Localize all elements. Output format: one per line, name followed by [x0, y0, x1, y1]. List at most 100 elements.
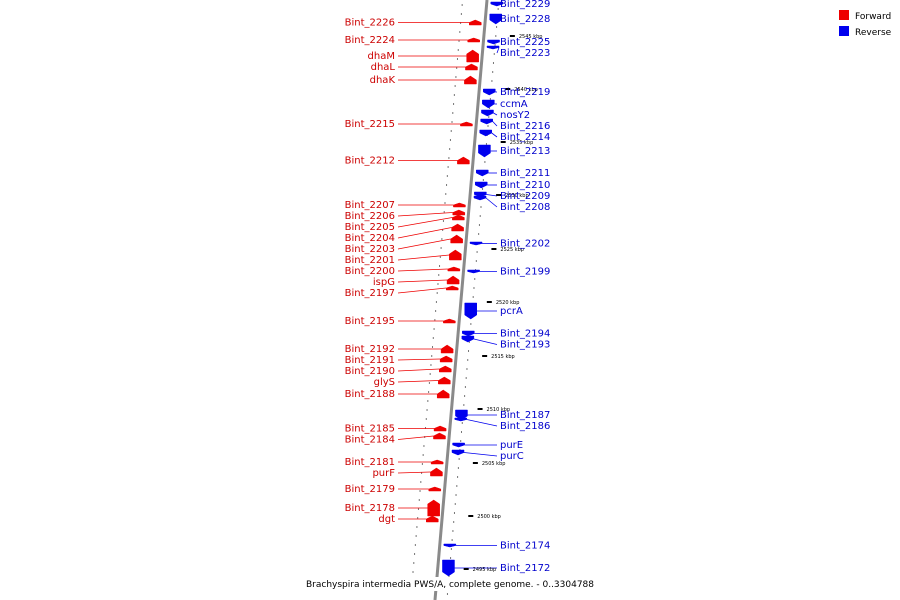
tick-dot	[414, 544, 416, 546]
tick-dot	[455, 494, 457, 496]
tick-dot	[451, 121, 453, 123]
forward-gene	[469, 19, 482, 26]
tick-dot	[456, 67, 458, 69]
tick-dot	[464, 386, 466, 388]
gene-label: Bint_2178	[345, 503, 395, 514]
tick-dot	[437, 283, 439, 285]
tick-dot	[461, 4, 463, 6]
tick-dot	[432, 346, 434, 348]
forward-gene	[466, 49, 479, 63]
scale-tick	[477, 408, 483, 410]
forward-gene	[445, 285, 459, 291]
gene-connector	[397, 238, 451, 250]
forward-gene	[450, 234, 463, 244]
tick-dot	[456, 485, 458, 487]
gene-label: Bint_2208	[500, 202, 550, 213]
tick-dot	[457, 49, 459, 51]
tick-dot	[484, 161, 486, 163]
reverse-gene	[461, 335, 475, 343]
reverse-gene	[487, 39, 500, 45]
tick-dot	[432, 337, 434, 339]
gene-connector	[397, 212, 453, 217]
tick-dot	[473, 287, 475, 289]
gene-connector	[473, 338, 498, 345]
legend-swatch-forward	[839, 10, 849, 20]
tick-dot	[440, 247, 442, 249]
forward-gene	[433, 432, 446, 440]
tick-dot	[466, 368, 468, 370]
tick-dot	[467, 359, 469, 361]
gene-label: Bint_2195	[345, 316, 395, 327]
gene-label: pcrA	[500, 306, 523, 317]
scale-label: 2545 kbp	[519, 34, 543, 40]
reverse-gene	[474, 181, 488, 189]
forward-gene	[447, 266, 461, 272]
forward-gene	[451, 223, 464, 232]
legend-label-reverse: Reverse	[855, 28, 892, 38]
tick-dot	[492, 62, 494, 64]
connector-lines	[397, 3, 503, 569]
gene-label: dgt	[378, 514, 395, 525]
gene-label: ccmA	[500, 99, 528, 110]
caption-bg	[302, 577, 602, 591]
tick-dot	[413, 562, 415, 564]
gene-connector	[492, 121, 498, 127]
gene-label: Bint_2191	[345, 355, 395, 366]
tick-dot	[436, 292, 438, 294]
tick-dot	[460, 431, 462, 433]
tick-dot	[492, 71, 494, 73]
gene-label: nosY2	[500, 110, 530, 121]
gene-label: Bint_2223	[500, 48, 550, 59]
gene-label: Bint_2213	[500, 146, 550, 157]
gene-features	[426, 1, 504, 577]
tick-dot	[465, 377, 467, 379]
tick-dot	[416, 526, 418, 528]
tick-dot	[421, 463, 423, 465]
genome-caption: Brachyspira intermedia PWS/A, complete g…	[306, 580, 594, 590]
gene-connector	[463, 452, 498, 457]
gene-label: Bint_2200	[345, 266, 395, 277]
gene-label: Bint_2229	[500, 0, 550, 10]
tick-dot	[461, 422, 463, 424]
reverse-gene	[442, 559, 455, 577]
gene-label: Bint_2185	[345, 424, 395, 435]
tick-dot	[446, 593, 448, 595]
reverse-gene	[489, 13, 503, 25]
gene-label: Bint_2226	[345, 18, 395, 29]
scale-tick	[500, 141, 506, 143]
reverse-gene	[476, 169, 489, 177]
reverse-gene	[483, 88, 496, 96]
tick-dot	[460, 13, 462, 15]
gene-label: Bint_2197	[345, 288, 395, 299]
gene-label: Bint_2192	[345, 344, 395, 355]
tick-dot	[426, 409, 428, 411]
forward-gene	[465, 63, 478, 71]
reverse-gene	[490, 1, 504, 7]
gene-label: Bint_2201	[345, 255, 395, 266]
scale-tick	[468, 515, 474, 517]
tick-dot	[451, 539, 453, 541]
tick-dot	[442, 229, 444, 231]
tick-dot	[460, 22, 462, 24]
gene-label: Bint_2225	[500, 37, 550, 48]
gene-connector	[397, 268, 448, 272]
gene-label: Bint_2203	[345, 244, 395, 255]
gene-connector	[397, 279, 448, 283]
forward-gene	[460, 121, 473, 127]
tick-dot	[450, 130, 452, 132]
gene-label: Bint_2172	[500, 563, 550, 574]
tick-dot	[438, 274, 440, 276]
tick-dot	[420, 481, 422, 483]
gene-connector	[485, 197, 498, 208]
tick-dot	[424, 427, 426, 429]
gene-label: Bint_2209	[500, 191, 550, 202]
legend-label-forward: Forward	[855, 12, 891, 22]
forward-gene	[449, 249, 462, 261]
gene-label: Bint_2207	[345, 200, 395, 211]
scale-label: 2535 kbp	[510, 140, 534, 146]
forward-gene	[438, 376, 451, 385]
tick-dot	[494, 44, 496, 46]
scale-label: 2540 kbp	[514, 87, 538, 93]
tick-dot	[463, 404, 465, 406]
tick-dot	[439, 265, 441, 267]
